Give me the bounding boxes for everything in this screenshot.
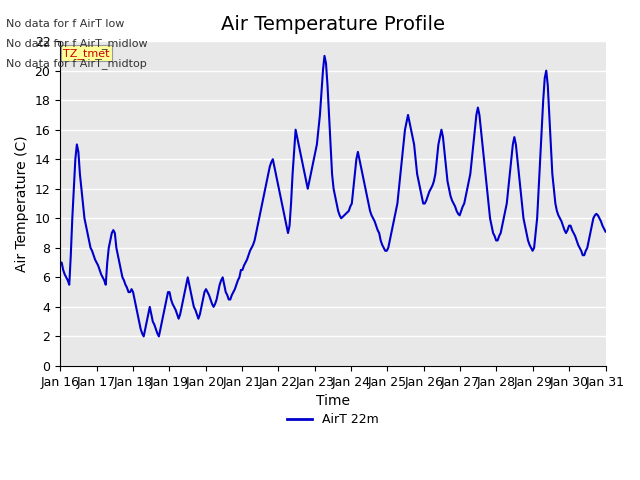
Text: No data for f AirT_midlow: No data for f AirT_midlow	[6, 38, 148, 49]
Legend: AirT 22m: AirT 22m	[282, 408, 384, 431]
Text: TZ_tmet: TZ_tmet	[63, 48, 109, 59]
Y-axis label: Air Temperature (C): Air Temperature (C)	[15, 135, 29, 272]
X-axis label: Time: Time	[316, 394, 350, 408]
Title: Air Temperature Profile: Air Temperature Profile	[221, 15, 445, 34]
Text: No data for f AirT low: No data for f AirT low	[6, 19, 125, 29]
Text: No data for f AirT_midtop: No data for f AirT_midtop	[6, 58, 147, 69]
